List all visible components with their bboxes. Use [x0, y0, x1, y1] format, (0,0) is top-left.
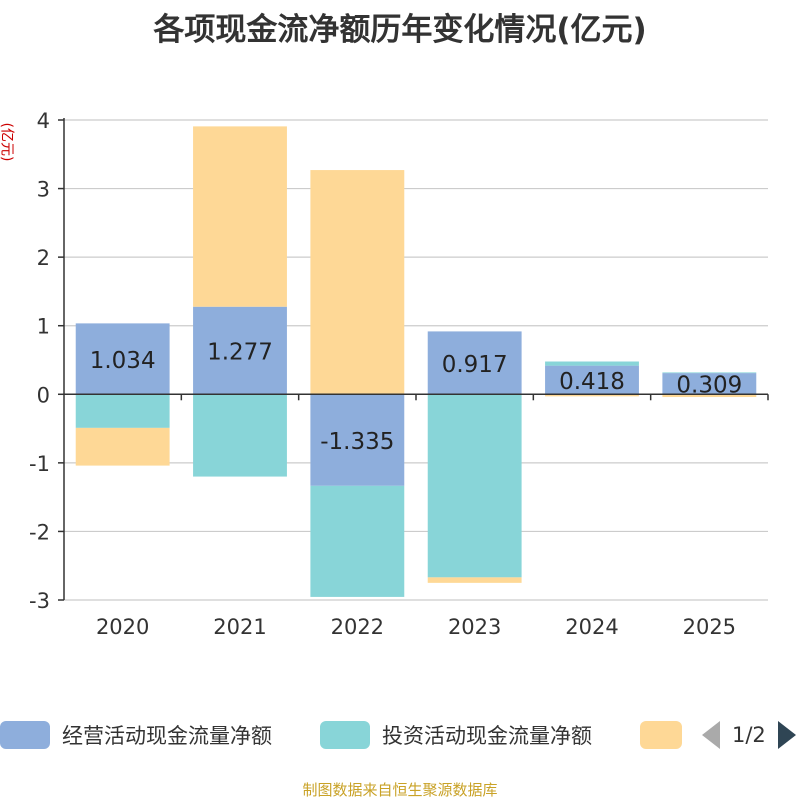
y-tick-label: 0 — [37, 383, 50, 407]
bar-financing-2020 — [75, 427, 170, 466]
legend-pager: 1/2 — [702, 720, 796, 750]
bar-operating-2022 — [310, 394, 405, 486]
bar-investing-2020 — [75, 394, 170, 428]
legend-swatch-financing — [640, 721, 682, 749]
x-tick-label-2024: 2024 — [565, 615, 618, 639]
data-source-note: 制图数据来自恒生聚源数据库 — [302, 781, 498, 799]
bar-financing-2021 — [193, 126, 287, 307]
y-tick-label: 3 — [37, 178, 50, 202]
x-tick-label-2023: 2023 — [448, 615, 501, 639]
legend-swatch-investing — [320, 721, 370, 749]
bar-operating-2024 — [545, 365, 639, 395]
data-label-2020: 1.034 — [90, 348, 156, 374]
bar-investing-2024 — [545, 361, 639, 366]
legend-label-operating: 经营活动现金流量净额 — [62, 724, 272, 748]
data-label-2021: 1.277 — [207, 340, 273, 366]
bar-investing-2021 — [193, 394, 287, 477]
y-tick-label: -3 — [29, 589, 50, 613]
y-tick-label: -2 — [29, 520, 50, 544]
y-tick-label: 1 — [37, 315, 50, 339]
legend-item-investing[interactable]: 投资活动现金流量净额 — [320, 720, 592, 750]
data-label-2022: -1.335 — [320, 429, 394, 455]
bar-investing-2022 — [310, 485, 405, 597]
stacked-bar-chart: 4 3 2 1 0 -1 -2 -3 1.034 2020 1.277 2021 -1.335 2022 0… — [29, 109, 769, 639]
bar-financing-2024 — [545, 394, 639, 397]
legend-item-operating[interactable]: 经营活动现金流量净额 — [0, 720, 272, 750]
legend-prev-page-icon[interactable] — [702, 721, 720, 749]
x-tick-label-2022: 2022 — [331, 615, 384, 639]
bar-operating-2025 — [662, 373, 757, 395]
x-tick-label-2020: 2020 — [96, 615, 149, 639]
bar-investing-2023 — [427, 394, 522, 578]
bar-operating-2023 — [427, 331, 522, 395]
chart-title: 各项现金流净额历年变化情况(亿元) — [153, 12, 647, 48]
legend-next-page-icon[interactable] — [777, 721, 796, 749]
bar-operating-2020 — [75, 323, 170, 395]
legend-swatch-operating — [0, 721, 50, 749]
y-tick-label: -1 — [29, 452, 50, 476]
bar-financing-2025 — [662, 394, 757, 398]
data-label-2024: 0.418 — [559, 369, 625, 395]
y-tick-label: 2 — [37, 246, 50, 270]
bar-financing-2022 — [310, 170, 405, 395]
legend: 经营活动现金流量净额 投资活动现金流量净额 1/2 — [0, 714, 800, 758]
data-label-2023: 0.917 — [442, 352, 508, 378]
y-tick-label: 4 — [37, 109, 50, 133]
x-tick-label-2025: 2025 — [683, 615, 736, 639]
bar-financing-2023 — [427, 577, 522, 583]
bar-operating-2021 — [193, 306, 287, 395]
x-tick-label-2021: 2021 — [213, 615, 266, 639]
legend-label-investing: 投资活动现金流量净额 — [382, 724, 592, 748]
bar-investing-2025 — [662, 372, 757, 374]
legend-page-indicator: 1/2 — [732, 723, 766, 747]
legend-item-financing[interactable] — [640, 720, 682, 750]
